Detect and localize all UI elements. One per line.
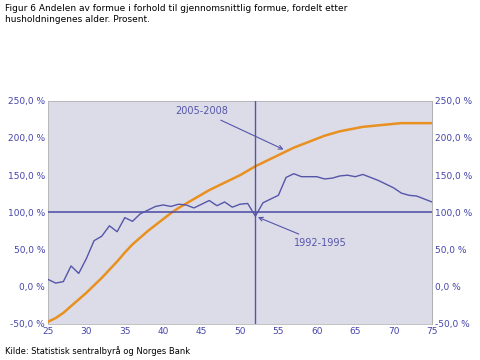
Text: 1992-1995: 1992-1995 [259,217,347,248]
Text: Kilde: Statistisk sentralbyrå og Norges Bank: Kilde: Statistisk sentralbyrå og Norges … [5,347,190,356]
Text: Figur 6 Andelen av formue i forhold til gjennomsnittlig formue, fordelt etter
hu: Figur 6 Andelen av formue i forhold til … [5,4,347,24]
Text: 2005-2008: 2005-2008 [175,106,282,149]
